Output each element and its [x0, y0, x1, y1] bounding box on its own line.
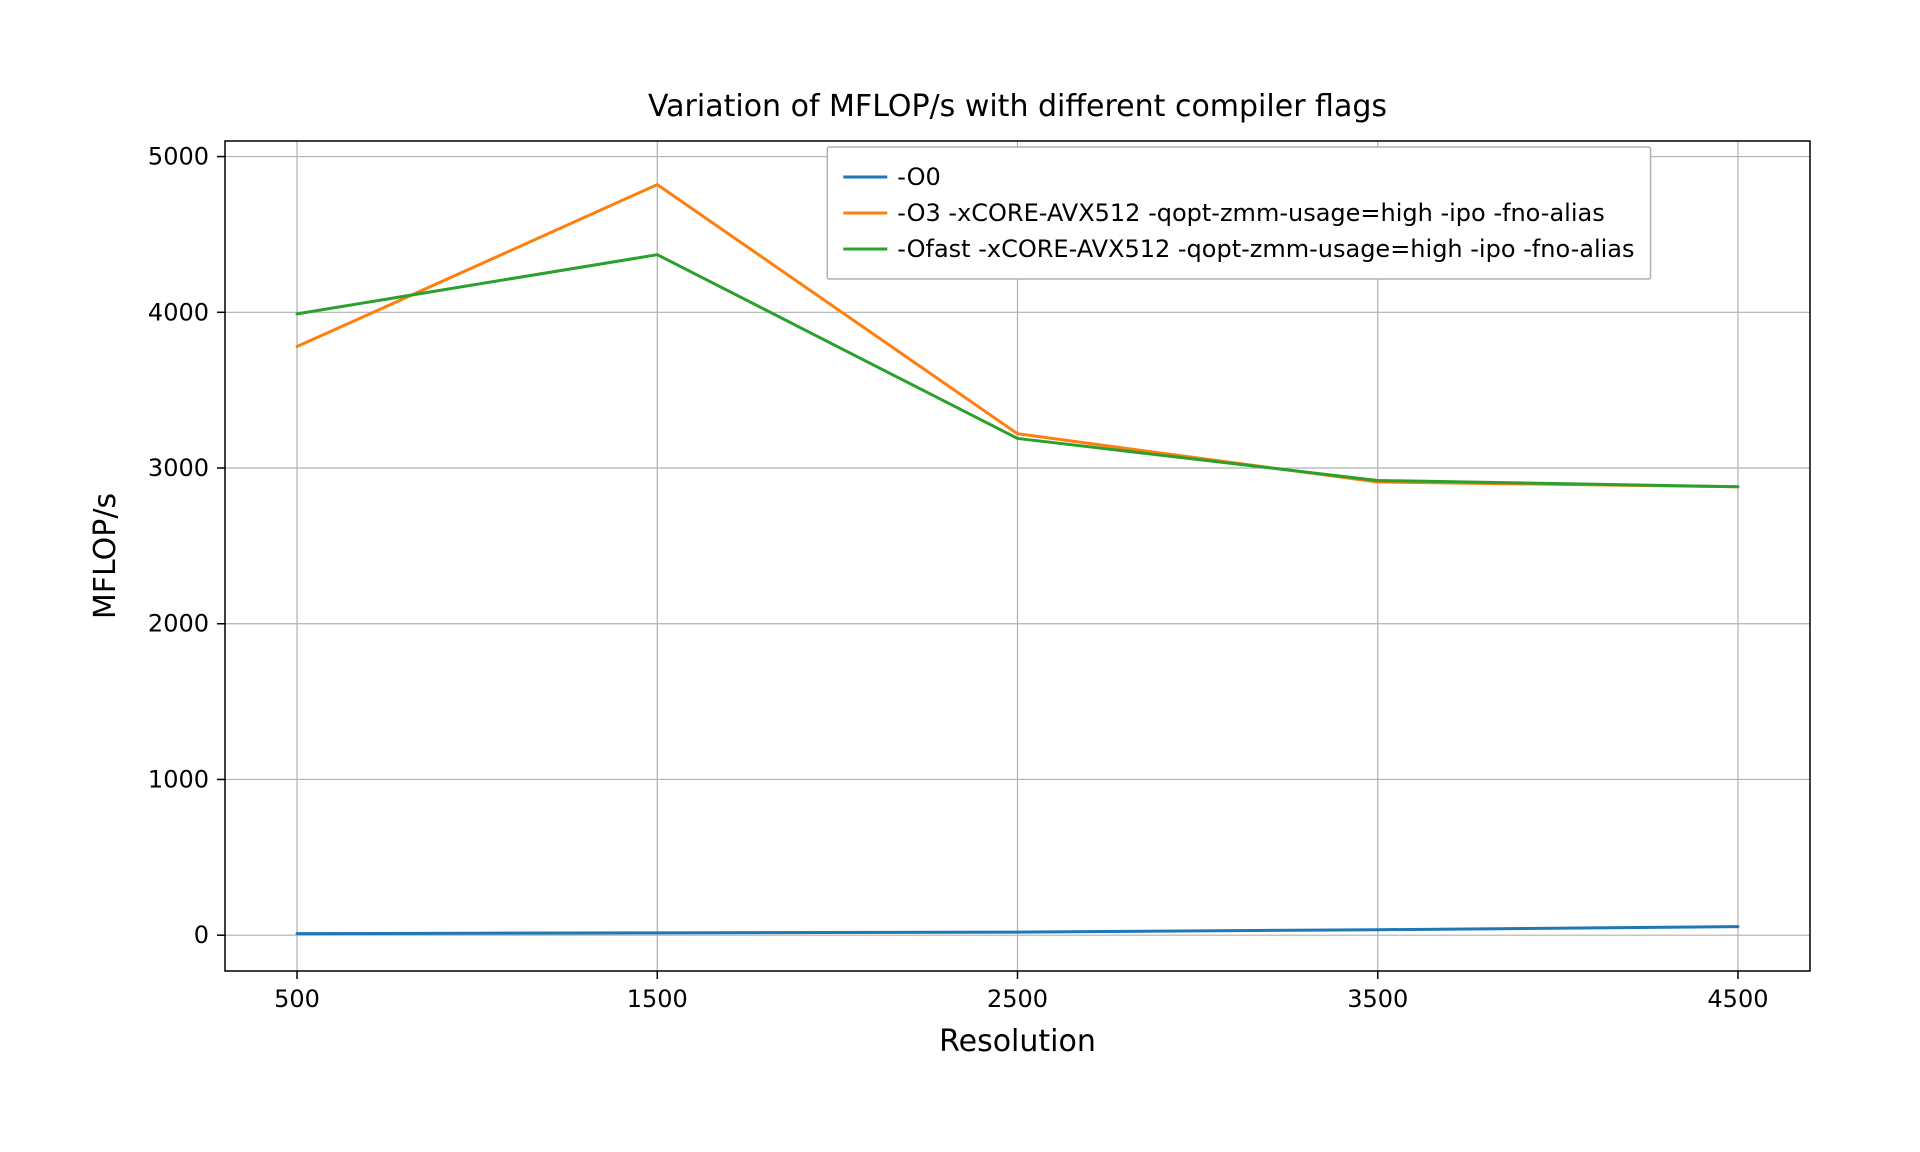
- chart-container: Variation of MFLOP/s with different comp…: [70, 71, 1850, 1081]
- y-axis: 0 1000 2000 3000 4000 5000: [148, 143, 225, 950]
- svg-text:2500: 2500: [987, 985, 1048, 1013]
- legend-label-1: -O3 -xCORE-AVX512 -qopt-zmm-usage=high -…: [897, 199, 1604, 227]
- legend-label-2: -Ofast -xCORE-AVX512 -qopt-zmm-usage=hig…: [897, 235, 1634, 263]
- x-axis-label: Resolution: [939, 1024, 1096, 1059]
- svg-text:4500: 4500: [1707, 985, 1768, 1013]
- svg-text:500: 500: [274, 985, 320, 1013]
- legend: -O0 -O3 -xCORE-AVX512 -qopt-zmm-usage=hig…: [827, 147, 1650, 279]
- x-axis: 500 1500 2500 3500 4500: [274, 971, 1768, 1013]
- svg-text:3500: 3500: [1347, 985, 1408, 1013]
- legend-label-0: -O0: [897, 163, 941, 191]
- svg-text:5000: 5000: [148, 143, 209, 171]
- svg-text:2000: 2000: [148, 610, 209, 638]
- line-chart: Variation of MFLOP/s with different comp…: [70, 71, 1850, 1081]
- svg-text:1500: 1500: [627, 985, 688, 1013]
- svg-text:0: 0: [194, 921, 209, 949]
- chart-title: Variation of MFLOP/s with different comp…: [648, 89, 1387, 124]
- svg-text:1000: 1000: [148, 765, 209, 793]
- svg-text:3000: 3000: [148, 454, 209, 482]
- svg-text:4000: 4000: [148, 298, 209, 326]
- y-axis-label: MFLOP/s: [88, 493, 123, 619]
